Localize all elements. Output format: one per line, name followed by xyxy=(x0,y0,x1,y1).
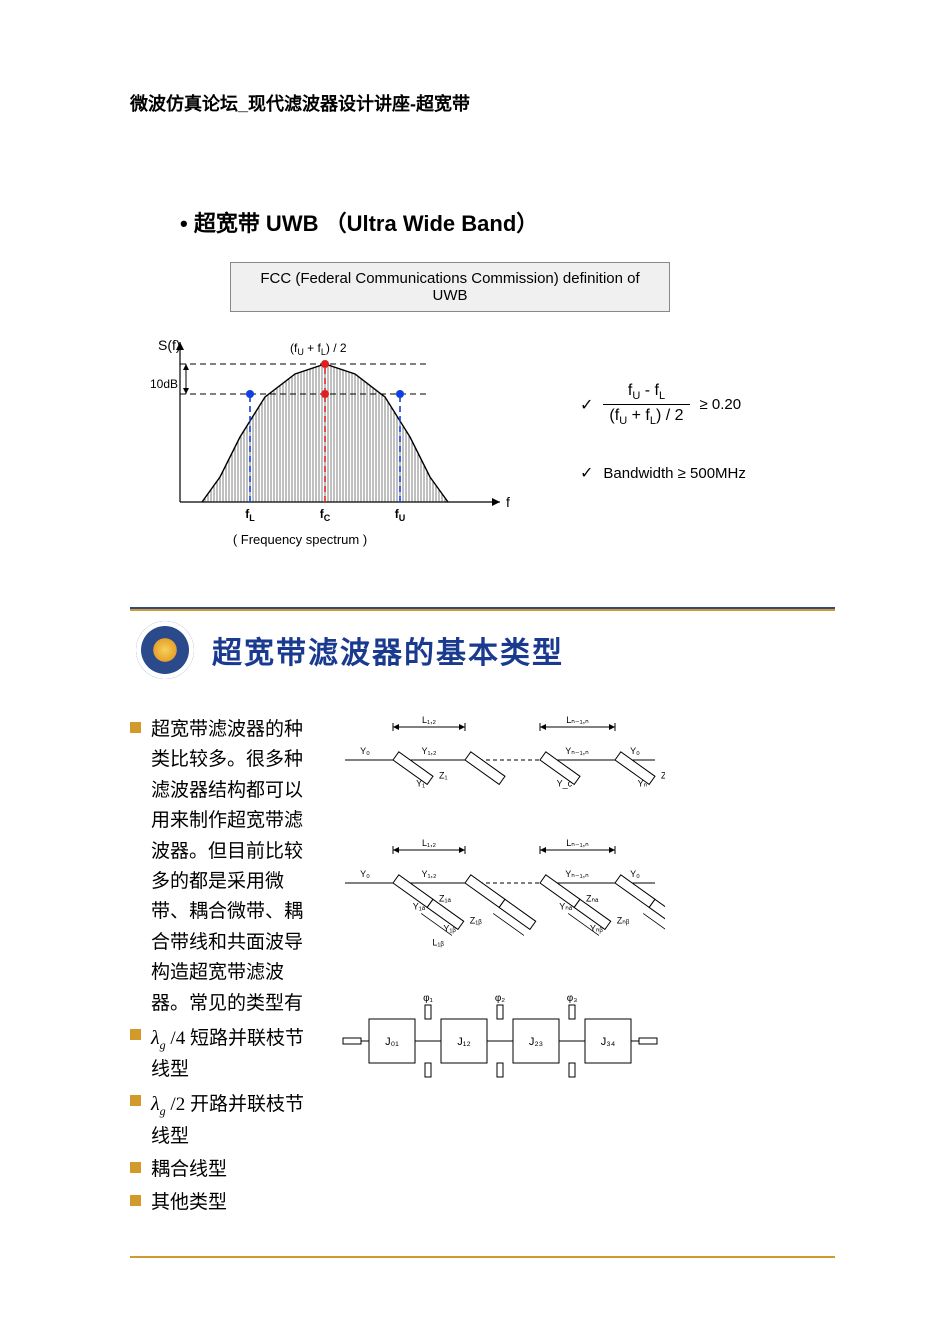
svg-text:Z₁ᵦ: Z₁ᵦ xyxy=(470,915,483,925)
check-icon: ✓ xyxy=(580,463,593,483)
bullet-square-icon xyxy=(130,1162,141,1173)
svg-text:Z₁ₐ: Z₁ₐ xyxy=(439,893,452,903)
bullet-3: λg /2 开路并联枝节线型 xyxy=(151,1088,315,1152)
svg-text:J₁₂: J₁₂ xyxy=(457,1036,470,1048)
divider-gold xyxy=(130,609,835,611)
bullet-square-icon xyxy=(130,1029,141,1040)
svg-text:Y₁,₂: Y₁,₂ xyxy=(422,869,438,879)
frequency-spectrum-chart: S(f) f 10dB fL fC fU (fU + fL) / 2 ( Frequency … xyxy=(130,322,540,557)
svg-text:Y₁ᵦ: Y₁ᵦ xyxy=(444,923,457,933)
svg-text:fL: fL xyxy=(245,507,255,523)
svg-text:10dB: 10dB xyxy=(150,377,178,391)
svg-text:Lₙ₋₁,ₙ: Lₙ₋₁,ₙ xyxy=(566,838,589,848)
bullet-1: 超宽带滤波器的种类比较多。很多种滤波器结构都可以用来制作超宽带滤波器。但目前比较… xyxy=(151,715,315,1019)
svg-text:Yₙ₋₁,ₙ: Yₙ₋₁,ₙ xyxy=(565,869,589,879)
svg-text:fC: fC xyxy=(320,507,331,523)
svg-text:J₀₁: J₀₁ xyxy=(385,1036,399,1048)
svg-text:Yₙᵦ: Yₙᵦ xyxy=(590,923,604,933)
svg-text:Y_c: Y_c xyxy=(557,778,573,788)
svg-text:Z₁: Z₁ xyxy=(439,770,448,780)
svg-text:L₁,₂: L₁,₂ xyxy=(422,838,437,848)
svg-text:φ₃: φ₃ xyxy=(567,993,578,1004)
svg-text:Y₁ₐ: Y₁ₐ xyxy=(413,901,426,911)
svg-text:Y₁: Y₁ xyxy=(416,778,425,788)
bullet-4: 耦合线型 xyxy=(151,1155,227,1185)
svg-text:J₂₃: J₂₃ xyxy=(529,1036,543,1048)
bullet-2: λg /4 短路并联枝节线型 xyxy=(151,1022,315,1086)
formula2: Bandwidth ≥ 500MHz xyxy=(603,465,745,482)
svg-text:Lₙ₋₁,ₙ: Lₙ₋₁,ₙ xyxy=(566,715,589,725)
section1-title: • 超宽带 UWB （Ultra Wide Band） xyxy=(180,206,835,238)
slide2: 超宽带滤波器的基本类型 超宽带滤波器的种类比较多。很多种滤波器结构都可以用来制作… xyxy=(130,607,835,1258)
uwb-formulas: ✓ fU - fL (fU + fL) / 2 ≥ 0.20 ✓ Bandwid… xyxy=(580,322,746,519)
bullet-square-icon xyxy=(130,1095,141,1106)
svg-text:Yₙ: Yₙ xyxy=(638,778,648,788)
document-title: 微波仿真论坛_现代滤波器设计讲座-超宽带 xyxy=(130,90,835,116)
slide2-title: 超宽带滤波器的基本类型 xyxy=(212,628,564,672)
slide2-bullet-list: 超宽带滤波器的种类比较多。很多种滤波器结构都可以用来制作超宽带滤波器。但目前比较… xyxy=(130,715,315,1222)
svg-text:φ₂: φ₂ xyxy=(495,993,505,1004)
svg-text:Y₀: Y₀ xyxy=(360,746,370,756)
svg-text:Zₙ: Zₙ xyxy=(661,770,665,780)
svg-text:Y₁,₂: Y₁,₂ xyxy=(422,746,438,756)
svg-text:Zₙᵦ: Zₙᵦ xyxy=(617,915,630,925)
bullet-square-icon xyxy=(130,1195,141,1206)
svg-text:S(f): S(f) xyxy=(158,337,181,353)
svg-text:( Frequency spectrum ): ( Frequency spectrum ) xyxy=(233,532,367,547)
divider-gold-bottom xyxy=(130,1256,835,1258)
svg-text:fU: fU xyxy=(395,507,406,523)
svg-text:L₁,₂: L₁,₂ xyxy=(422,715,437,725)
filter-schematics: L₁,₂ Lₙ₋₁,ₙ Y₀ Y₁,₂ Yₙ₋₁,ₙ Y₀ Y₁ Z₁ Y_c Yₙ Zₙ L₁,₂… xyxy=(335,715,835,1086)
university-logo-icon xyxy=(136,621,194,679)
svg-text:φ₁: φ₁ xyxy=(423,993,433,1004)
svg-text:Yₙₐ: Yₙₐ xyxy=(559,901,573,911)
check-icon: ✓ xyxy=(580,395,593,415)
svg-text:f: f xyxy=(506,494,510,510)
svg-text:J₃₄: J₃₄ xyxy=(601,1036,616,1048)
formula1-relation: ≥ 0.20 xyxy=(700,396,742,413)
svg-text:Y₀: Y₀ xyxy=(360,869,370,879)
svg-text:Zₙₐ: Zₙₐ xyxy=(586,893,599,903)
bullet-square-icon xyxy=(130,722,141,733)
svg-text:Yₙ₋₁,ₙ: Yₙ₋₁,ₙ xyxy=(565,746,589,756)
svg-text:Y₀: Y₀ xyxy=(630,746,640,756)
svg-text:L₁ᵦ: L₁ᵦ xyxy=(433,937,445,947)
fcc-definition-box: FCC (Federal Communications Commission) … xyxy=(230,262,670,312)
bullet-5: 其他类型 xyxy=(151,1188,227,1218)
svg-text:(fU + fL) / 2: (fU + fL) / 2 xyxy=(290,341,347,357)
svg-text:Y₀: Y₀ xyxy=(630,869,640,879)
